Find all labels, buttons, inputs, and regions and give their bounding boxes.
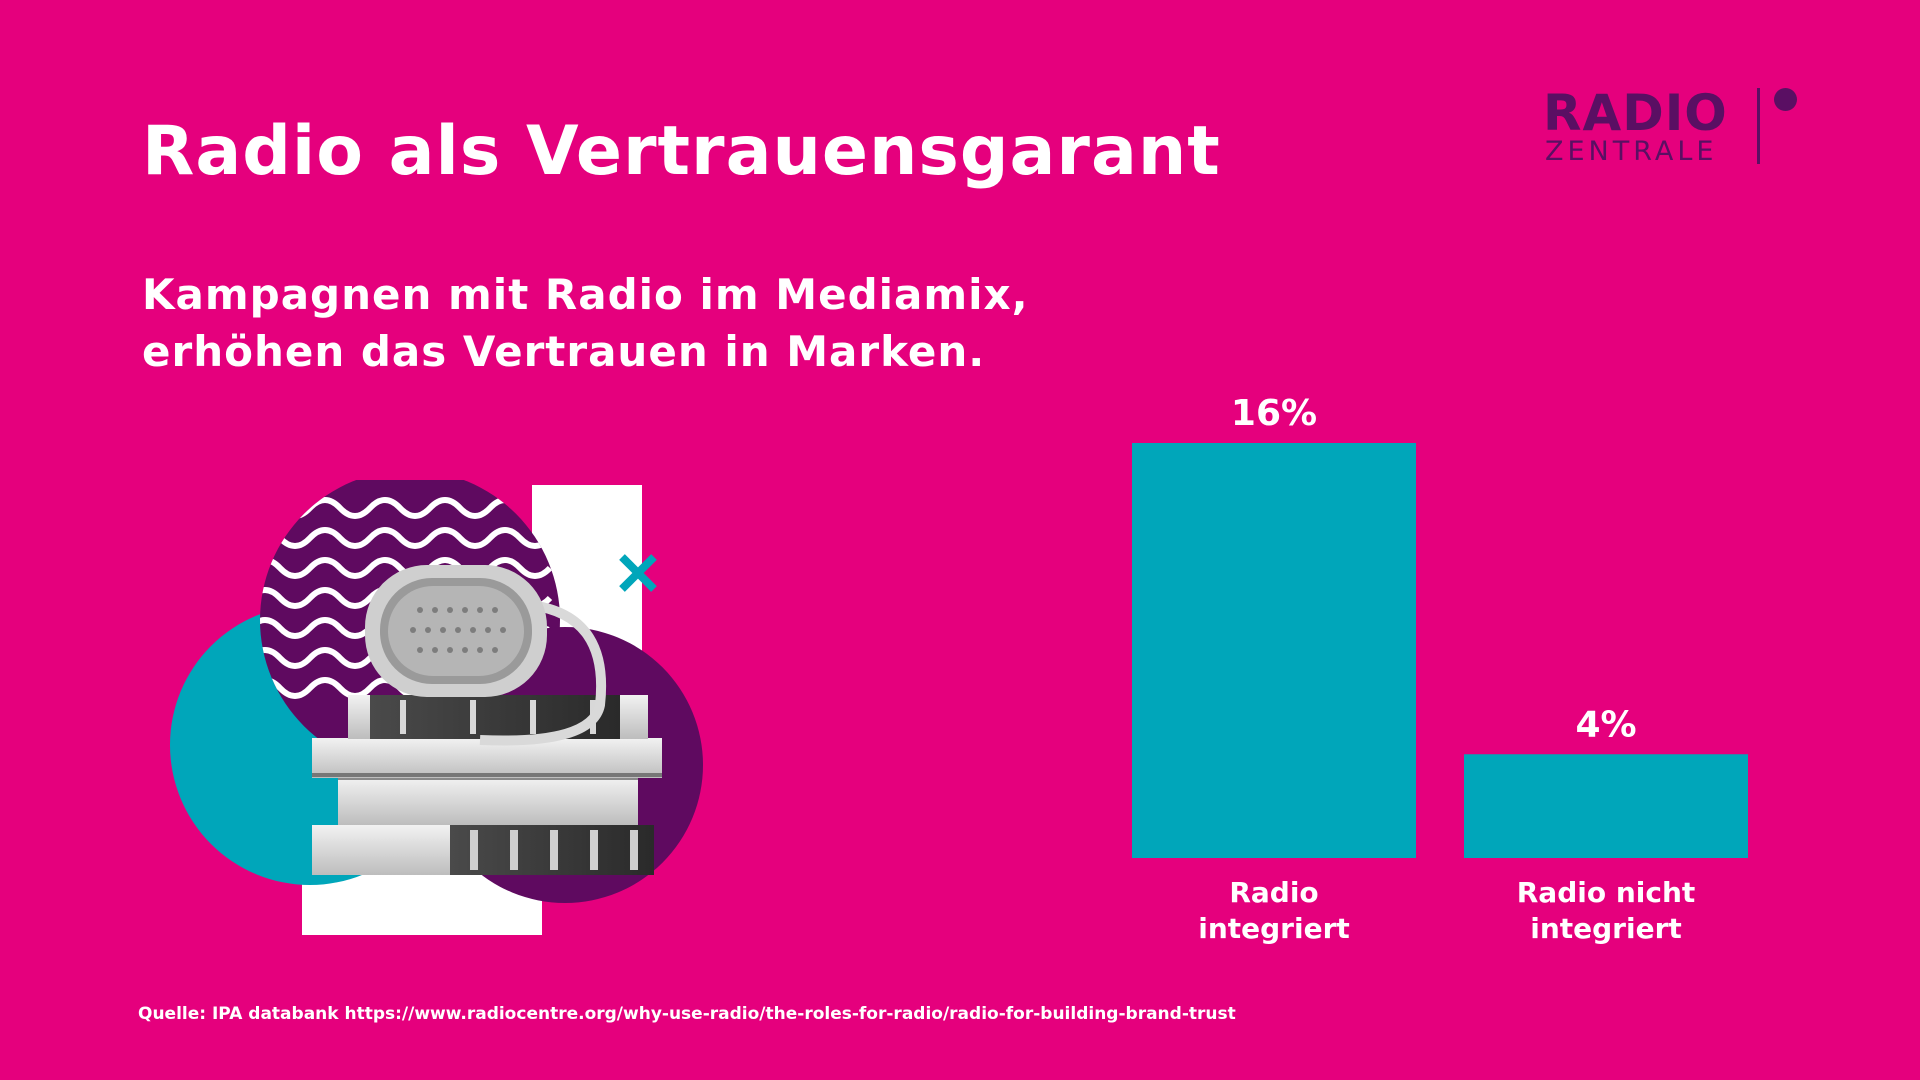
logo-divider (1757, 88, 1760, 164)
category-label-2-line-2: integriert (1530, 912, 1682, 945)
logo-wordmark-bottom: ZENTRALE (1545, 136, 1718, 167)
portable-speaker-icon (365, 565, 607, 746)
radio-books-illustration (170, 470, 750, 940)
logo-wordmark-top: RADIO (1543, 84, 1728, 142)
category-label-1-line-2: integriert (1198, 912, 1350, 945)
source-note: Quelle: IPA databank https://www.radioce… (138, 1004, 1236, 1024)
illustration-collage (170, 470, 703, 935)
page-title: Radio als Vertrauensgarant (142, 112, 1221, 191)
subtitle-line-1: Kampagnen mit Radio im Mediamix, (142, 270, 1029, 319)
trust-bar-chart: 16% Radio integriert 4% Radio nicht integrier… (1080, 380, 1800, 960)
subtitle-line-2: erhöhen das Vertrauen in Marken. (142, 327, 986, 376)
page-subtitle: Kampagnen mit Radio im Mediamix, erhöhen… (142, 266, 1029, 380)
bar-value-label-2: 4% (1575, 704, 1636, 745)
category-label-1-line-1: Radio (1229, 876, 1318, 909)
bar-value-label-1: 16% (1231, 393, 1317, 434)
bar-1 (1132, 443, 1416, 858)
logo-dot-icon (1774, 88, 1797, 111)
cross-icon (619, 554, 657, 592)
radiozentrale-logo: RADIO ZENTRALE (1540, 84, 1800, 170)
bar-2 (1464, 754, 1748, 858)
book-stack-icon (312, 695, 662, 875)
category-label-2-line-1: Radio nicht (1517, 876, 1696, 909)
